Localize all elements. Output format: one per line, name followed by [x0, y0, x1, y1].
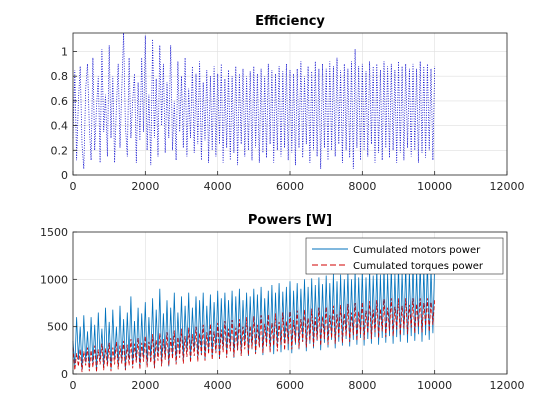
efficiency-y-tick-label: 0.2	[51, 144, 69, 157]
efficiency-x-tick-label: 0	[70, 180, 77, 193]
powers-legend: Cumulated motors power Cumulated torques…	[305, 237, 504, 275]
powers-x-tick-label: 6000	[276, 379, 304, 392]
efficiency-series	[72, 32, 436, 169]
powers-y-tick-label: 1500	[40, 226, 68, 239]
powers-y-tick-label: 0	[61, 368, 68, 381]
powers-title: Powers [W]	[248, 213, 332, 228]
powers-x-tick-label: 10000	[417, 379, 452, 392]
powers-x-tick-label: 2000	[131, 379, 159, 392]
efficiency-y-tick-label: 0.4	[51, 120, 69, 133]
powers-x-tick-label: 0	[70, 379, 77, 392]
efficiency-axes: 0 2000 4000 6000 8000 10000 12000 0 0.2 0.4 0.6 0.…	[51, 14, 525, 193]
efficiency-title: Efficiency	[255, 14, 325, 29]
efficiency-y-tick-label: 0.8	[51, 70, 69, 83]
efficiency-x-tick-label: 2000	[131, 180, 159, 193]
legend-label-torques-power: Cumulated torques power	[353, 261, 484, 272]
powers-x-tick-label: 8000	[348, 379, 376, 392]
powers-y-tick-label: 1000	[40, 273, 68, 286]
efficiency-x-tick-label: 6000	[276, 180, 304, 193]
efficiency-grid	[72, 33, 508, 176]
powers-y-tick-label: 500	[47, 321, 68, 334]
legend-box	[305, 237, 504, 275]
efficiency-y-tick-label: 0	[61, 169, 68, 182]
powers-x-tick-label: 12000	[490, 379, 525, 392]
powers-x-ticks: 0 2000 4000 6000 8000 10000 12000	[70, 370, 525, 392]
efficiency-y-tick-label: 0.6	[51, 95, 69, 108]
efficiency-x-ticks: 0 2000 4000 6000 8000 10000 12000	[70, 171, 525, 193]
powers-series	[72, 260, 436, 373]
efficiency-x-tick-label: 4000	[204, 180, 232, 193]
legend-label-motors-power: Cumulated motors power	[353, 245, 481, 256]
efficiency-series-line-0	[72, 32, 436, 169]
powers-y-ticks: 0 500 1000 1500	[40, 226, 77, 381]
powers-series-line-0	[72, 260, 436, 372]
efficiency-x-tick-label: 10000	[417, 180, 452, 193]
powers-axes: 0 2000 4000 6000 8000 10000 12000 0 500 1000 1500…	[40, 213, 525, 392]
efficiency-x-tick-label: 8000	[348, 180, 376, 193]
powers-x-tick-label: 4000	[204, 379, 232, 392]
efficiency-y-ticks: 0 0.2 0.4 0.6 0.8 1	[51, 46, 77, 182]
efficiency-y-tick-label: 1	[61, 46, 68, 59]
efficiency-x-tick-label: 12000	[490, 180, 525, 193]
